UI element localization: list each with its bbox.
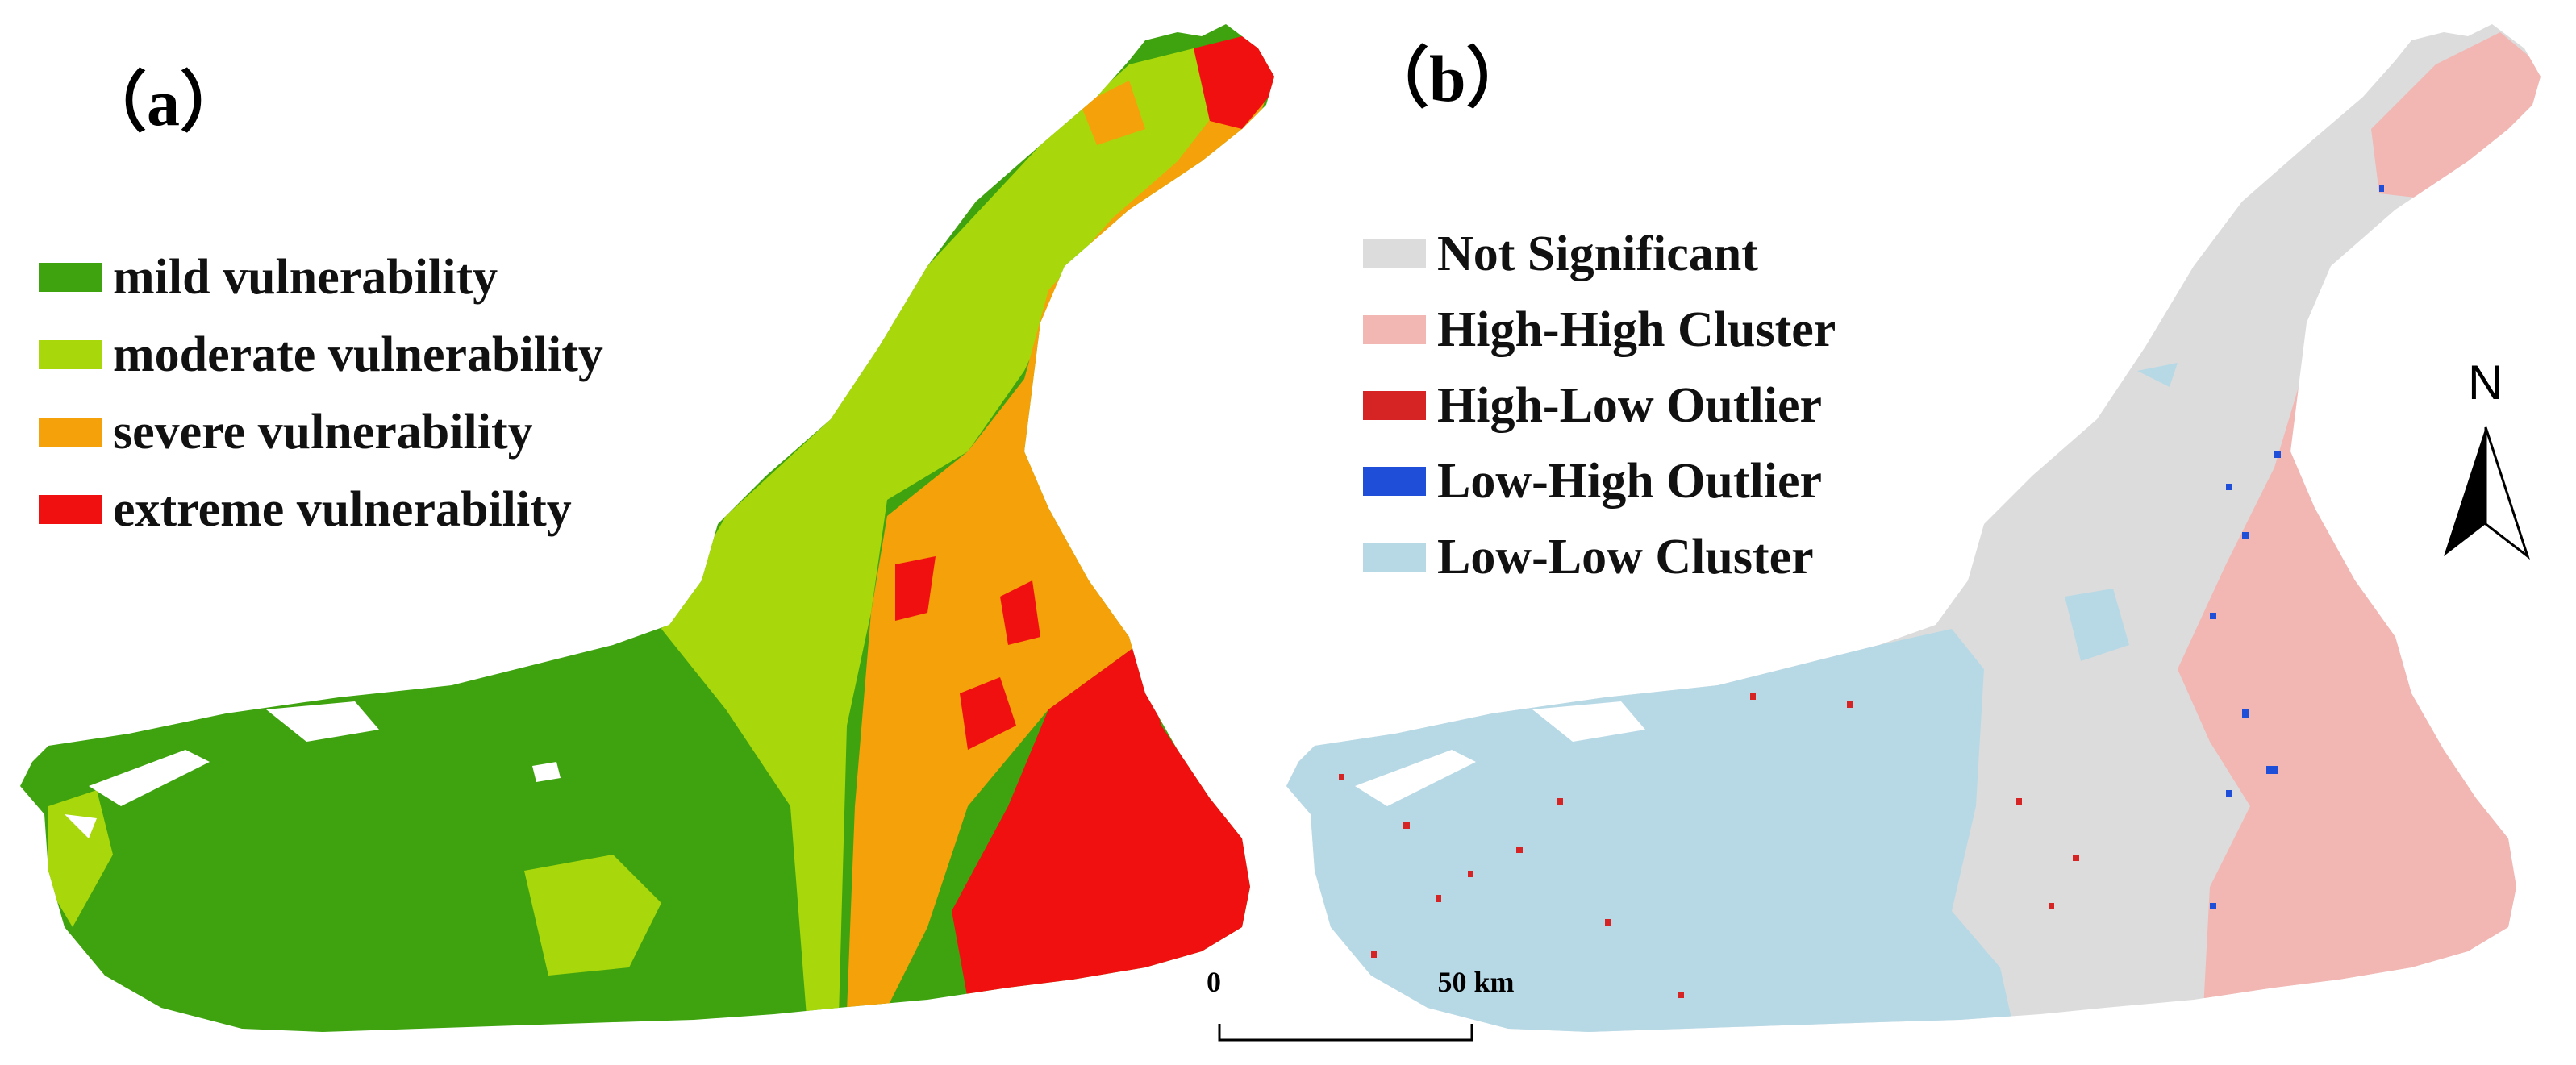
legend-label: mild vulnerability xyxy=(113,249,498,305)
legend-panel-b: Not Significant High-High Cluster High-L… xyxy=(1363,216,1836,595)
legend-swatch-low-low xyxy=(1363,543,1426,572)
legend-label: moderate vulnerability xyxy=(113,327,603,382)
legend-item-moderate: moderate vulnerability xyxy=(39,316,603,393)
legend-item-high-low: High-Low Outlier xyxy=(1363,368,1836,443)
legend-swatch-mild xyxy=(39,263,102,292)
legend-item-severe: severe vulnerability xyxy=(39,393,603,471)
legend-label: High-Low Outlier xyxy=(1437,377,1823,433)
legend-label: High-High Cluster xyxy=(1437,302,1836,357)
north-arrow-icon xyxy=(2444,426,2530,560)
legend-label: extreme vulnerability xyxy=(113,481,572,537)
legend-panel-a: mild vulnerability moderate vulnerabilit… xyxy=(39,239,603,548)
scale-bar: 0 50 km xyxy=(1207,966,1515,1042)
legend-item-not-significant: Not Significant xyxy=(1363,216,1836,292)
legend-item-low-high: Low-High Outlier xyxy=(1363,443,1836,519)
legend-item-high-high: High-High Cluster xyxy=(1363,292,1836,368)
legend-item-low-low: Low-Low Cluster xyxy=(1363,519,1836,595)
scale-start-label: 0 xyxy=(1207,966,1221,998)
legend-label: Low-High Outlier xyxy=(1437,453,1823,509)
legend-swatch-severe xyxy=(39,418,102,447)
legend-label: severe vulnerability xyxy=(113,404,533,460)
legend-item-mild: mild vulnerability xyxy=(39,239,603,316)
legend-swatch-high-low xyxy=(1363,391,1426,420)
legend-label: Low-Low Cluster xyxy=(1437,529,1814,585)
legend-swatch-low-high xyxy=(1363,467,1426,496)
legend-label: Not Significant xyxy=(1437,226,1758,281)
legend-swatch-not-significant xyxy=(1363,239,1426,268)
panel-a-label: （a） xyxy=(81,66,247,139)
legend-swatch-high-high xyxy=(1363,315,1426,344)
legend-swatch-moderate xyxy=(39,340,102,369)
scale-end-label: 50 km xyxy=(1437,966,1514,998)
north-label: N xyxy=(2468,356,2503,410)
legend-item-extreme: extreme vulnerability xyxy=(39,471,603,548)
outlier-points xyxy=(1339,185,2384,998)
legend-swatch-extreme xyxy=(39,495,102,524)
panel-b-label: （b） xyxy=(1363,42,1532,115)
